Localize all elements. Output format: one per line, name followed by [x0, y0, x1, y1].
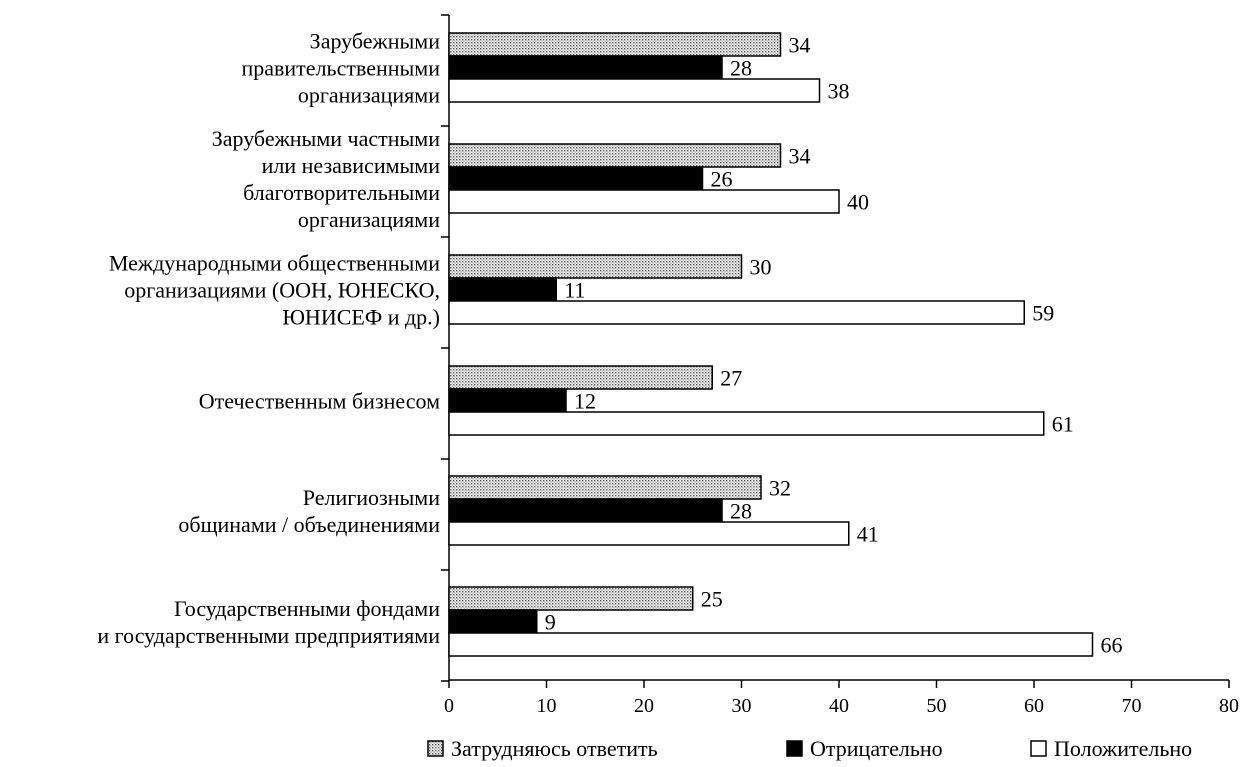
legend-label: Положительно: [1054, 736, 1192, 761]
category-label-line: Религиозными: [303, 485, 440, 510]
category-label: Зарубежными правительственными организация…: [241, 29, 440, 108]
value-label: 12: [574, 389, 596, 414]
bar-unsure: [448, 254, 743, 279]
value-label: 28: [730, 56, 752, 81]
value-label: 34: [789, 144, 811, 169]
value-label: 26: [711, 167, 733, 192]
category-label-line: и государственными предприятиями: [97, 623, 440, 648]
x-tick-label: 10: [537, 695, 557, 717]
value-label: 30: [750, 255, 772, 280]
value-label: 32: [769, 476, 791, 501]
bar-negative: [448, 166, 704, 191]
x-tick-label: 70: [1122, 695, 1142, 717]
category-label: Религиозными общинами / объединениями: [178, 485, 440, 537]
x-tick-label: 50: [927, 695, 947, 717]
value-label: 41: [857, 522, 879, 547]
legend: Затрудняюсь ответить Отрицательно Положите…: [427, 736, 1192, 761]
bar-negative: [448, 388, 567, 413]
bar-positive: [448, 521, 850, 546]
category-label: Международными общественными организациям…: [109, 251, 440, 330]
value-label: 61: [1052, 412, 1074, 437]
value-label: 66: [1101, 633, 1123, 658]
value-label: 9: [545, 610, 556, 635]
category-label-line: общинами / объединениями: [178, 512, 440, 537]
x-tick-label: 80: [1219, 695, 1239, 717]
category-label-line: Отечественным бизнесом: [199, 389, 440, 414]
bar-unsure: [448, 143, 782, 168]
category-label-line: организациями (ООН, ЮНЕСКО,: [124, 278, 440, 303]
bar-negative: [448, 609, 538, 634]
bar-positive: [448, 189, 840, 214]
bar-unsure: [448, 32, 782, 57]
bar-negative: [448, 498, 723, 523]
category-label-line: Государственными фондами: [174, 596, 440, 621]
value-label: 40: [847, 190, 869, 215]
value-label: 34: [789, 33, 811, 58]
x-tick-label: 20: [634, 695, 654, 717]
legend-label: Затрудняюсь ответить: [451, 736, 658, 761]
category-label-line: благотворительными: [243, 180, 440, 205]
bar-negative: [448, 277, 557, 302]
bar-positive: [448, 411, 1045, 436]
category-label: Отечественным бизнесом: [199, 389, 440, 414]
bar-positive: [448, 300, 1025, 325]
value-label: 25: [701, 587, 723, 612]
category-label-line: или независимыми: [262, 153, 441, 178]
value-label: 11: [564, 278, 585, 303]
category-label-line: ЮНИСЕФ и др.): [282, 305, 440, 330]
value-label: 28: [730, 499, 752, 524]
value-label: 38: [828, 79, 850, 104]
legend-swatch: [427, 740, 444, 757]
x-tick-label: 60: [1024, 695, 1044, 717]
bar-unsure: [448, 365, 713, 390]
legend-swatch: [1030, 740, 1047, 757]
category-label-line: организациями: [298, 207, 440, 232]
bar-unsure: [448, 586, 694, 611]
legend-swatch: [786, 740, 803, 757]
value-label: 27: [720, 366, 742, 391]
bar-positive: [448, 632, 1094, 657]
x-tick-label: 0: [444, 695, 454, 717]
bar-positive: [448, 78, 821, 103]
plot-area: 0 10 20 30 40 50 60 70 80 Зарубежными правительств…: [97, 14, 1239, 717]
value-label: 59: [1032, 301, 1054, 326]
legend-label: Отрицательно: [810, 736, 943, 761]
category-label-line: организациями: [298, 83, 440, 108]
category-label-line: Зарубежными частными: [212, 126, 441, 151]
bar-negative: [448, 55, 723, 80]
x-tick-label: 30: [732, 695, 752, 717]
category-label: Зарубежными частными или независимыми благ…: [212, 126, 441, 232]
category-label-line: правительственными: [241, 56, 440, 81]
category-label-line: Зарубежными: [310, 29, 441, 54]
category-label-line: Международными общественными: [109, 251, 440, 276]
bar-unsure: [448, 475, 762, 500]
category-label: Государственными фондами и государственны…: [97, 596, 440, 648]
x-tick-label: 40: [829, 695, 849, 717]
